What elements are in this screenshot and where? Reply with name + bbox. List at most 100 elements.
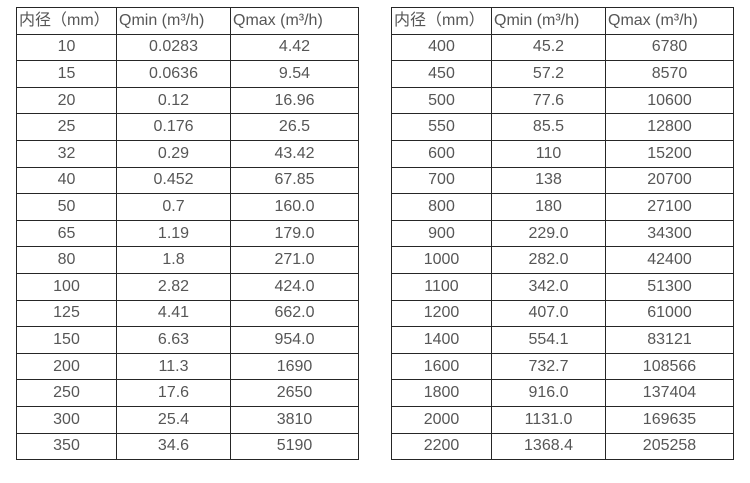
- table-row: 1100 342.0 51300: [391, 272, 734, 301]
- flow-rate-table-small-diameters: 内径（mm） Qmin (m³/h) Qmax (m³/h) 10 0.0283 4…: [16, 7, 359, 461]
- diameter-cell: 350: [16, 432, 117, 461]
- qmax-cell: 6780: [605, 33, 734, 62]
- diameter-cell: 200: [16, 352, 117, 381]
- diameter-cell: 550: [391, 113, 492, 141]
- qmax-cell: 10600: [605, 86, 734, 115]
- qmax-cell: 5190: [230, 432, 359, 461]
- table-row: 1400 554.1 83121: [391, 326, 734, 354]
- qmax-cell: 83121: [605, 326, 734, 354]
- diameter-cell: 40: [16, 166, 117, 195]
- diameter-cell: 25: [16, 113, 117, 141]
- table-row: 65 1.19 179.0: [16, 219, 359, 248]
- qmax-cell: 16.96: [230, 86, 359, 115]
- diameter-cell: 600: [391, 139, 492, 168]
- qmin-cell: 6.63: [116, 326, 231, 354]
- diameter-cell: 2200: [391, 432, 492, 461]
- qmax-cell: 4.42: [230, 33, 359, 62]
- diameter-cell: 15: [16, 60, 117, 88]
- diameter-cell: 1600: [391, 352, 492, 381]
- qmin-cell: 34.6: [116, 432, 231, 461]
- qmax-cell: 160.0: [230, 193, 359, 221]
- qmax-cell: 179.0: [230, 219, 359, 248]
- qmax-cell: 8570: [605, 60, 734, 88]
- table-row: 550 85.5 12800: [391, 113, 734, 141]
- qmin-cell: 138: [491, 166, 606, 195]
- table-row: 2200 1368.4 205258: [391, 432, 734, 461]
- qmax-cell: 1690: [230, 352, 359, 381]
- qmax-cell: 20700: [605, 166, 734, 195]
- table-row: 2000 1131.0 169635: [391, 405, 734, 434]
- qmin-cell: 0.12: [116, 86, 231, 115]
- table-body: 400 45.2 6780 450 57.2 8570 500 77.6 10600 550 85.…: [391, 33, 734, 461]
- qmax-cell: 271.0: [230, 246, 359, 274]
- table-row: 700 138 20700: [391, 166, 734, 195]
- table-row: 350 34.6 5190: [16, 432, 359, 461]
- qmax-cell: 51300: [605, 272, 734, 301]
- qmin-cell: 180: [491, 193, 606, 221]
- qmin-cell: 11.3: [116, 352, 231, 381]
- qmax-cell: 108566: [605, 352, 734, 381]
- diameter-cell: 2000: [391, 405, 492, 434]
- qmin-cell: 732.7: [491, 352, 606, 381]
- header-row: 内径（mm） Qmin (m³/h) Qmax (m³/h): [16, 7, 359, 35]
- table-row: 40 0.452 67.85: [16, 166, 359, 195]
- qmin-cell: 1368.4: [491, 432, 606, 461]
- diameter-cell: 125: [16, 299, 117, 328]
- diameter-cell: 300: [16, 405, 117, 434]
- diameter-cell: 150: [16, 326, 117, 354]
- qmax-cell: 2650: [230, 379, 359, 407]
- table-row: 125 4.41 662.0: [16, 299, 359, 328]
- table-row: 20 0.12 16.96: [16, 86, 359, 115]
- table-row: 32 0.29 43.42: [16, 139, 359, 168]
- qmin-cell: 0.0283: [116, 33, 231, 62]
- col-header-qmax: Qmax (m³/h): [605, 7, 734, 35]
- table-row: 80 1.8 271.0: [16, 246, 359, 274]
- table-row: 50 0.7 160.0: [16, 193, 359, 221]
- table-row: 15 0.0636 9.54: [16, 60, 359, 88]
- qmin-cell: 229.0: [491, 219, 606, 248]
- qmin-cell: 1.8: [116, 246, 231, 274]
- qmin-cell: 0.7: [116, 193, 231, 221]
- table-row: 25 0.176 26.5: [16, 113, 359, 141]
- table-row: 1800 916.0 137404: [391, 379, 734, 407]
- diameter-cell: 1000: [391, 246, 492, 274]
- qmax-cell: 67.85: [230, 166, 359, 195]
- diameter-cell: 400: [391, 33, 492, 62]
- qmax-cell: 205258: [605, 432, 734, 461]
- table-row: 600 110 15200: [391, 139, 734, 168]
- diameter-cell: 100: [16, 272, 117, 301]
- qmax-cell: 43.42: [230, 139, 359, 168]
- diameter-cell: 65: [16, 219, 117, 248]
- diameter-cell: 1200: [391, 299, 492, 328]
- qmax-cell: 137404: [605, 379, 734, 407]
- diameter-cell: 700: [391, 166, 492, 195]
- diameter-cell: 900: [391, 219, 492, 248]
- col-header-qmax: Qmax (m³/h): [230, 7, 359, 35]
- col-header-diameter: 内径（mm）: [391, 7, 492, 35]
- col-header-diameter: 内径（mm）: [16, 7, 117, 35]
- qmin-cell: 110: [491, 139, 606, 168]
- qmax-cell: 3810: [230, 405, 359, 434]
- diameter-cell: 800: [391, 193, 492, 221]
- diameter-cell: 1800: [391, 379, 492, 407]
- qmax-cell: 169635: [605, 405, 734, 434]
- qmin-cell: 25.4: [116, 405, 231, 434]
- qmax-cell: 662.0: [230, 299, 359, 328]
- qmax-cell: 42400: [605, 246, 734, 274]
- table-row: 1200 407.0 61000: [391, 299, 734, 328]
- qmax-cell: 27100: [605, 193, 734, 221]
- flow-rate-table-large-diameters: 内径（mm） Qmin (m³/h) Qmax (m³/h) 400 45.2 67…: [391, 7, 734, 461]
- qmax-cell: 34300: [605, 219, 734, 248]
- qmin-cell: 17.6: [116, 379, 231, 407]
- qmin-cell: 1131.0: [491, 405, 606, 434]
- table-row: 100 2.82 424.0: [16, 272, 359, 301]
- diameter-cell: 32: [16, 139, 117, 168]
- header-row: 内径（mm） Qmin (m³/h) Qmax (m³/h): [391, 7, 734, 35]
- qmax-cell: 61000: [605, 299, 734, 328]
- qmin-cell: 282.0: [491, 246, 606, 274]
- qmin-cell: 342.0: [491, 272, 606, 301]
- qmin-cell: 4.41: [116, 299, 231, 328]
- table-row: 450 57.2 8570: [391, 60, 734, 88]
- qmin-cell: 916.0: [491, 379, 606, 407]
- qmin-cell: 0.29: [116, 139, 231, 168]
